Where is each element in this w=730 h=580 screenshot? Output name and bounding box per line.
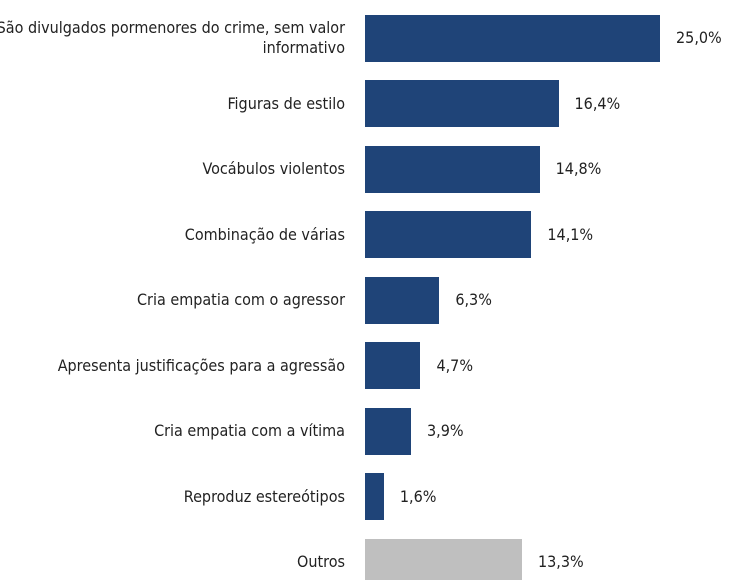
category-label: Vocábulos violentos <box>202 159 345 178</box>
bar <box>365 211 532 258</box>
bar <box>365 538 522 580</box>
value-label: 14,8% <box>555 159 602 178</box>
value-label: 1,6% <box>399 486 437 506</box>
category-label: Outros <box>297 552 345 571</box>
category-label: Cria empatia com o agressor <box>136 290 345 309</box>
value-label: 14,1% <box>547 224 594 244</box>
value-label: 16,4% <box>574 93 621 113</box>
value-label: 13,3% <box>537 552 584 571</box>
bar <box>365 342 421 389</box>
value-label: 6,3% <box>455 290 492 309</box>
category-label: Reproduz estereótipos <box>183 486 345 506</box>
bar <box>365 407 412 455</box>
category-label: Figuras de estilo <box>227 93 345 113</box>
category-label: Combinação de várias <box>184 224 345 244</box>
bar <box>365 14 660 62</box>
category-label: São divulgados pormenores do crime, sem … <box>0 18 345 57</box>
bar <box>365 80 559 127</box>
value-label: 4,7% <box>436 355 474 375</box>
value-label: 25,0% <box>676 28 722 47</box>
bar <box>365 276 440 324</box>
bar <box>365 473 384 520</box>
category-label: Cria empatia com a vítima <box>154 421 345 440</box>
value-label: 3,9% <box>427 421 464 440</box>
category-label: Apresenta justificações para a agressão <box>57 355 345 375</box>
bar <box>365 145 540 193</box>
